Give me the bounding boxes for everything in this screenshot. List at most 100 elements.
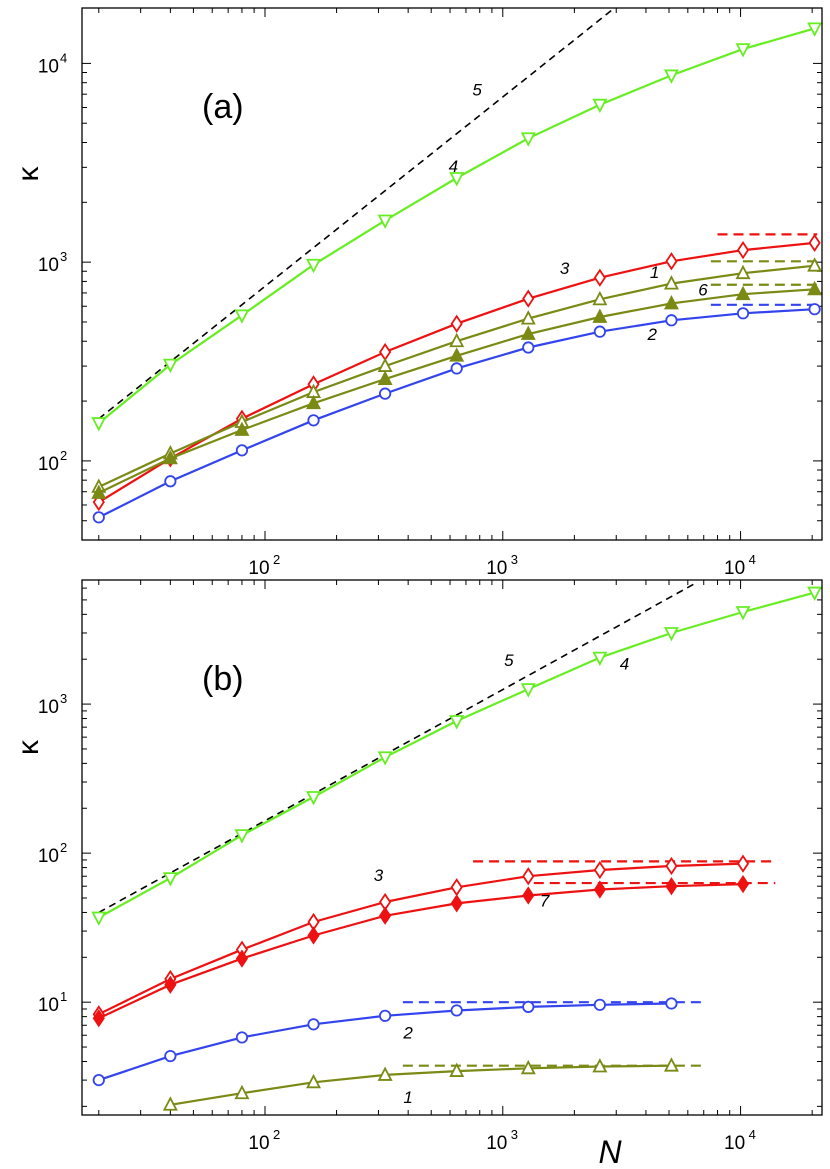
data-point-series-7 bbox=[379, 906, 392, 925]
data-point-series-6 bbox=[234, 421, 250, 436]
data-point-series-6 bbox=[735, 285, 751, 301]
data-point-series-4 bbox=[807, 22, 822, 37]
data-point-series-4 bbox=[91, 911, 107, 926]
data-point-series-3 bbox=[808, 233, 821, 253]
data-point-series-6 bbox=[91, 484, 107, 499]
data-point-series-2 bbox=[235, 1031, 249, 1044]
panel-a: 10 2 10 3 10 410 210 310 4κ(a) 543 162 bbox=[12, 7, 823, 579]
curve-label-2: 2 bbox=[402, 1024, 413, 1043]
x-tick-label: 10 bbox=[724, 1133, 745, 1154]
y-tick-label: 10 bbox=[38, 454, 59, 475]
data-point-series-7 bbox=[164, 975, 177, 994]
data-point-series-7 bbox=[92, 1009, 105, 1028]
curve-label-5: 5 bbox=[504, 651, 514, 670]
x-tick-label: 10 bbox=[248, 1133, 269, 1154]
y-tick-label: 10 bbox=[38, 255, 59, 276]
x-tick-label-exponent: 2 bbox=[273, 1127, 280, 1142]
data-point-series-4 bbox=[735, 606, 751, 621]
data-point-series-4 bbox=[807, 586, 822, 602]
y-tick-label-exponent: 4 bbox=[60, 50, 67, 65]
data-point-series-4 bbox=[592, 651, 608, 667]
data-point-series-3 bbox=[450, 314, 463, 333]
data-point-series-1 bbox=[663, 1057, 679, 1072]
data-point-series-6 bbox=[520, 325, 536, 340]
x-tick-label: 10 bbox=[248, 558, 269, 579]
data-point-series-2 bbox=[92, 511, 105, 524]
data-point-series-4 bbox=[377, 214, 393, 229]
data-point-series-3 bbox=[522, 289, 535, 308]
data-point-series-6 bbox=[663, 294, 679, 310]
y-axis-label: κ bbox=[12, 739, 45, 755]
data-point-series-2 bbox=[450, 362, 463, 375]
data-point-series-4 bbox=[377, 751, 393, 766]
x-tick-label-exponent: 3 bbox=[511, 1127, 518, 1142]
data-point-series-7 bbox=[307, 926, 320, 945]
x-tick-label: 10 bbox=[486, 558, 507, 579]
curve-label-1: 1 bbox=[403, 1088, 412, 1107]
y-tick-label: 10 bbox=[38, 56, 59, 77]
plot-frame-a bbox=[81, 7, 823, 541]
data-point-series-2 bbox=[665, 997, 678, 1010]
y-tick-label: 10 bbox=[38, 697, 59, 718]
data-point-series-1 bbox=[306, 1073, 322, 1089]
curve-label-4: 4 bbox=[620, 655, 629, 674]
data-point-series-2 bbox=[808, 303, 821, 316]
curve-label-2: 2 bbox=[646, 325, 657, 344]
data-point-series-4 bbox=[592, 98, 608, 114]
data-point-series-2 bbox=[92, 1074, 105, 1087]
data-point-series-1 bbox=[807, 257, 822, 272]
data-point-series-2 bbox=[522, 1000, 535, 1013]
data-point-series-7 bbox=[522, 886, 535, 905]
x-axis-label: N bbox=[598, 1134, 622, 1169]
power-law-line-5 bbox=[98, 8, 616, 420]
data-point-series-1 bbox=[162, 1096, 178, 1111]
data-point-series-2 bbox=[736, 307, 750, 320]
data-point-series-2 bbox=[307, 1018, 320, 1031]
plot-content-b bbox=[91, 582, 822, 1111]
data-point-series-6 bbox=[306, 394, 322, 410]
x-tick-label-exponent: 3 bbox=[511, 552, 518, 567]
data-point-series-2 bbox=[307, 414, 320, 427]
data-point-series-1 bbox=[592, 1058, 608, 1073]
curve-label-5: 5 bbox=[472, 80, 482, 99]
data-point-series-2 bbox=[665, 314, 678, 327]
panel-label: (a) bbox=[202, 88, 244, 126]
data-point-series-6 bbox=[592, 308, 608, 323]
data-point-series-2 bbox=[379, 387, 392, 400]
data-point-series-4 bbox=[306, 258, 322, 274]
data-point-series-1 bbox=[449, 332, 465, 348]
plot-area-b bbox=[82, 580, 822, 1115]
plot-area-a bbox=[82, 8, 822, 540]
data-point-series-7 bbox=[665, 877, 678, 896]
curve-label-1: 1 bbox=[650, 263, 659, 282]
data-point-series-2 bbox=[450, 1004, 463, 1017]
series-line-1 bbox=[170, 1064, 672, 1106]
data-point-series-1 bbox=[592, 290, 608, 306]
data-point-series-1 bbox=[520, 1059, 536, 1075]
data-point-series-4 bbox=[449, 172, 465, 187]
x-tick-label-exponent: 2 bbox=[273, 552, 280, 567]
data-point-series-1 bbox=[735, 264, 751, 280]
data-point-series-7 bbox=[593, 880, 606, 899]
data-point-series-4 bbox=[663, 69, 679, 84]
data-point-series-4 bbox=[234, 829, 250, 844]
y-tick-label: 10 bbox=[38, 846, 59, 867]
data-point-series-6 bbox=[377, 370, 393, 385]
data-point-series-3 bbox=[522, 867, 535, 886]
data-point-series-4 bbox=[91, 417, 107, 432]
data-point-series-1 bbox=[449, 1062, 465, 1077]
y-tick-label-exponent: 3 bbox=[60, 249, 67, 264]
data-point-series-2 bbox=[593, 998, 606, 1011]
data-point-series-6 bbox=[162, 449, 178, 465]
y-axis-label: κ bbox=[12, 166, 45, 182]
data-point-series-2 bbox=[522, 341, 535, 354]
data-point-series-3 bbox=[593, 860, 606, 880]
x-tick-label-exponent: 4 bbox=[749, 1127, 756, 1142]
data-point-series-7 bbox=[736, 874, 750, 894]
plot-frame-b bbox=[81, 579, 823, 1116]
y-tick-label-exponent: 2 bbox=[60, 448, 67, 463]
data-point-series-2 bbox=[379, 1009, 392, 1022]
data-point-series-2 bbox=[164, 1049, 177, 1063]
